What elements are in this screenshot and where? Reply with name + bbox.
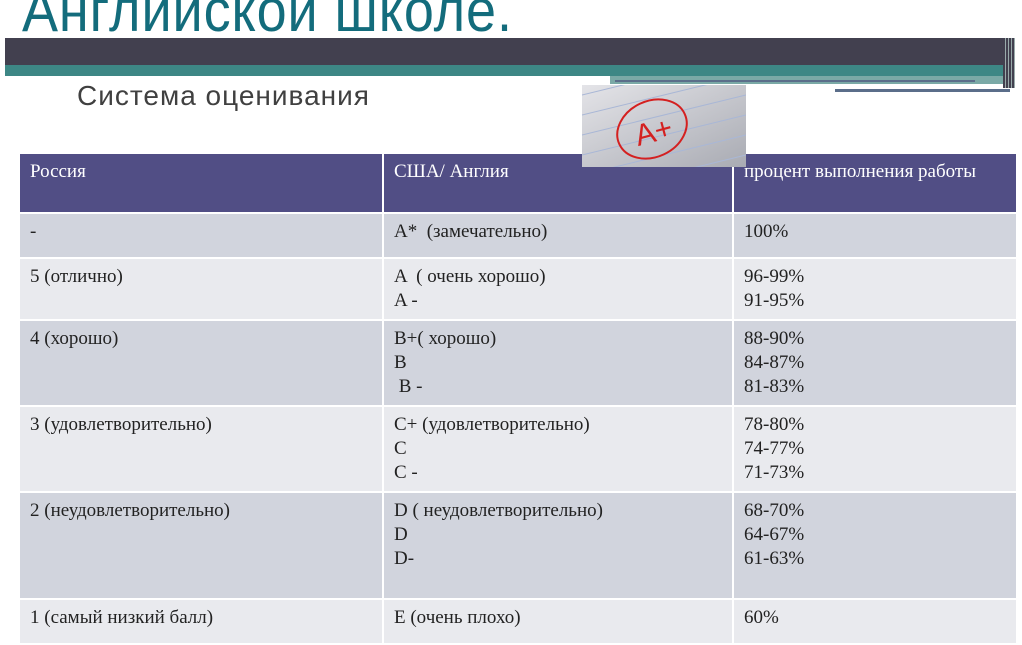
cell-percent-line: 71-73% — [744, 462, 805, 483]
cell-russia: 3 (удовлетворительно) — [18, 405, 384, 493]
cell-percent-line: 91-95% — [744, 290, 805, 311]
cell-usa: C+ (удовлетворительно) C C - — [382, 405, 734, 493]
cell-usa-line: B — [394, 352, 407, 373]
decor-line — [615, 80, 975, 82]
table-row: 5 (отлично) A ( очень хорошо) A - 96-99% 91-… — [18, 257, 1018, 321]
table-row: 2 (неудовлетворительно) D ( неудовлетвори… — [18, 491, 1018, 600]
slide-title: Английской школе. — [22, 0, 513, 44]
cell-usa: A ( очень хорошо) A - — [382, 257, 734, 321]
cell-percent: 60% — [732, 598, 1018, 645]
cell-usa-line: A* (замечательно) — [394, 221, 548, 242]
cell-russia: 4 (хорошо) — [18, 319, 384, 407]
cell-usa-line: D ( неудовлетворительно) — [394, 500, 603, 521]
cell-percent-line: 96-99% — [744, 266, 805, 287]
cell-usa-line: C - — [394, 462, 418, 483]
table-row: 3 (удовлетворительно) C+ (удовлетворитель… — [18, 405, 1018, 493]
table-row: 4 (хорошо) B+( хорошо) B B - 88-90% 84-87% 81… — [18, 319, 1018, 407]
cell-percent: 96-99% 91-95% — [732, 257, 1018, 321]
cell-usa-line: B+( хорошо) — [394, 328, 497, 349]
grade-a-plus-image: A+ — [582, 85, 746, 167]
cell-percent-line: 61-63% — [744, 548, 805, 569]
cell-russia: - — [18, 212, 384, 259]
table-header-row: Россия США/ Англия процент выполнения ра… — [18, 152, 1018, 214]
grading-table: Россия США/ Англия процент выполнения ра… — [18, 152, 1018, 645]
cell-percent-line: 64-67% — [744, 524, 805, 545]
slide-subtitle: Система оценивания — [77, 80, 370, 111]
cell-percent-line: 60% — [744, 607, 779, 628]
header-percent: процент выполнения работы — [732, 152, 1018, 214]
cell-percent-line: 74-77% — [744, 438, 805, 459]
decor-line — [835, 89, 1010, 92]
table-row: 1 (самый низкий балл) E (очень плохо) 60% — [18, 598, 1018, 645]
decor-stripe — [5, 65, 1015, 76]
cell-russia: 5 (отлично) — [18, 257, 384, 321]
cell-usa: B+( хорошо) B B - — [382, 319, 734, 407]
cell-russia: 1 (самый низкий балл) — [18, 598, 384, 645]
cell-percent: 78-80% 74-77% 71-73% — [732, 405, 1018, 493]
cell-percent-line: 68-70% — [744, 500, 805, 521]
cell-percent: 68-70% 64-67% 61-63% — [732, 491, 1018, 600]
cell-usa: E (очень плохо) — [382, 598, 734, 645]
cell-usa-line: C — [394, 438, 407, 459]
header-russia: Россия — [18, 152, 384, 214]
cell-usa-line: D- — [394, 548, 415, 569]
cell-usa: A* (замечательно) — [382, 212, 734, 259]
cell-percent-line: 81-83% — [744, 376, 805, 397]
cell-percent-line: 78-80% — [744, 414, 805, 435]
cell-usa-line: B - — [394, 376, 423, 397]
cell-usa-line: A - — [394, 290, 418, 311]
cell-percent: 100% — [732, 212, 1018, 259]
cell-percent: 88-90% 84-87% 81-83% — [732, 319, 1018, 407]
cell-russia: 2 (неудовлетворительно) — [18, 491, 384, 600]
decor-gap — [5, 76, 610, 84]
table-row: - A* (замечательно) 100% — [18, 212, 1018, 259]
cell-percent-line: 84-87% — [744, 352, 805, 373]
cell-percent-line: 88-90% — [744, 328, 805, 349]
decor-vertical-stripes — [1003, 38, 1015, 88]
cell-usa: D ( неудовлетворительно) D D- — [382, 491, 734, 600]
cell-usa-line: C+ (удовлетворительно) — [394, 414, 590, 435]
decor-bar — [5, 38, 1015, 65]
cell-usa-line: A ( очень хорошо) — [394, 266, 546, 287]
cell-percent-line: 100% — [744, 221, 789, 242]
cell-usa-line: D — [394, 524, 408, 545]
cell-usa-line: E (очень плохо) — [394, 607, 521, 628]
